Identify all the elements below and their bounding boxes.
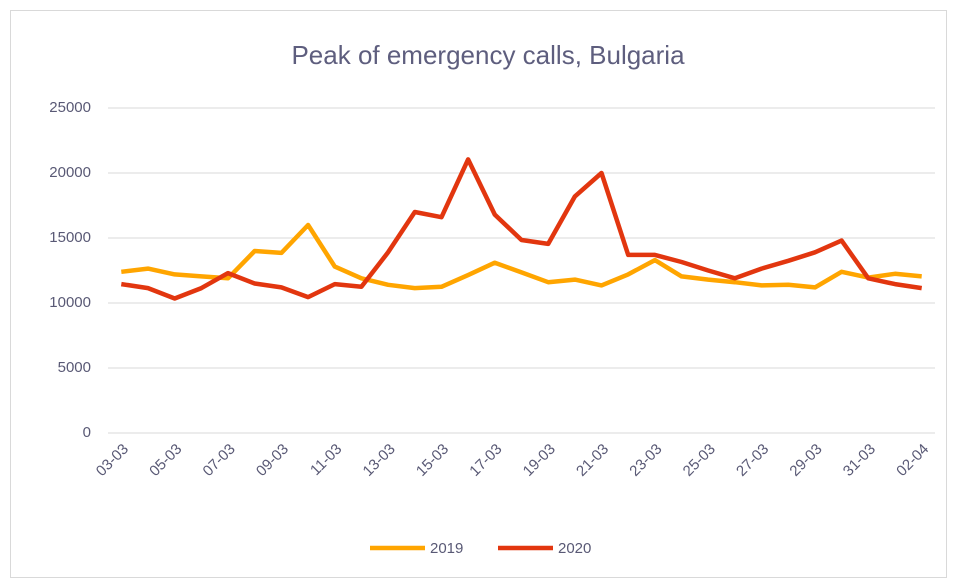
line-series — [121, 222, 922, 291]
y-tick-label: 25000 — [49, 99, 91, 116]
chart-frame — [10, 10, 947, 578]
y-tick-label: 20000 — [49, 164, 91, 181]
line-series — [120, 157, 923, 301]
y-tick-label: 0 — [83, 424, 91, 441]
legend: 2019 2020 — [370, 540, 591, 557]
y-tick-label: 5000 — [58, 359, 91, 376]
legend-label: 2020 — [558, 540, 591, 557]
y-tick-label: 15000 — [49, 229, 91, 246]
legend-label: 2019 — [430, 540, 463, 557]
chart-title: Peak of emergency calls, Bulgaria — [291, 40, 685, 70]
y-tick-label: 10000 — [49, 294, 91, 311]
